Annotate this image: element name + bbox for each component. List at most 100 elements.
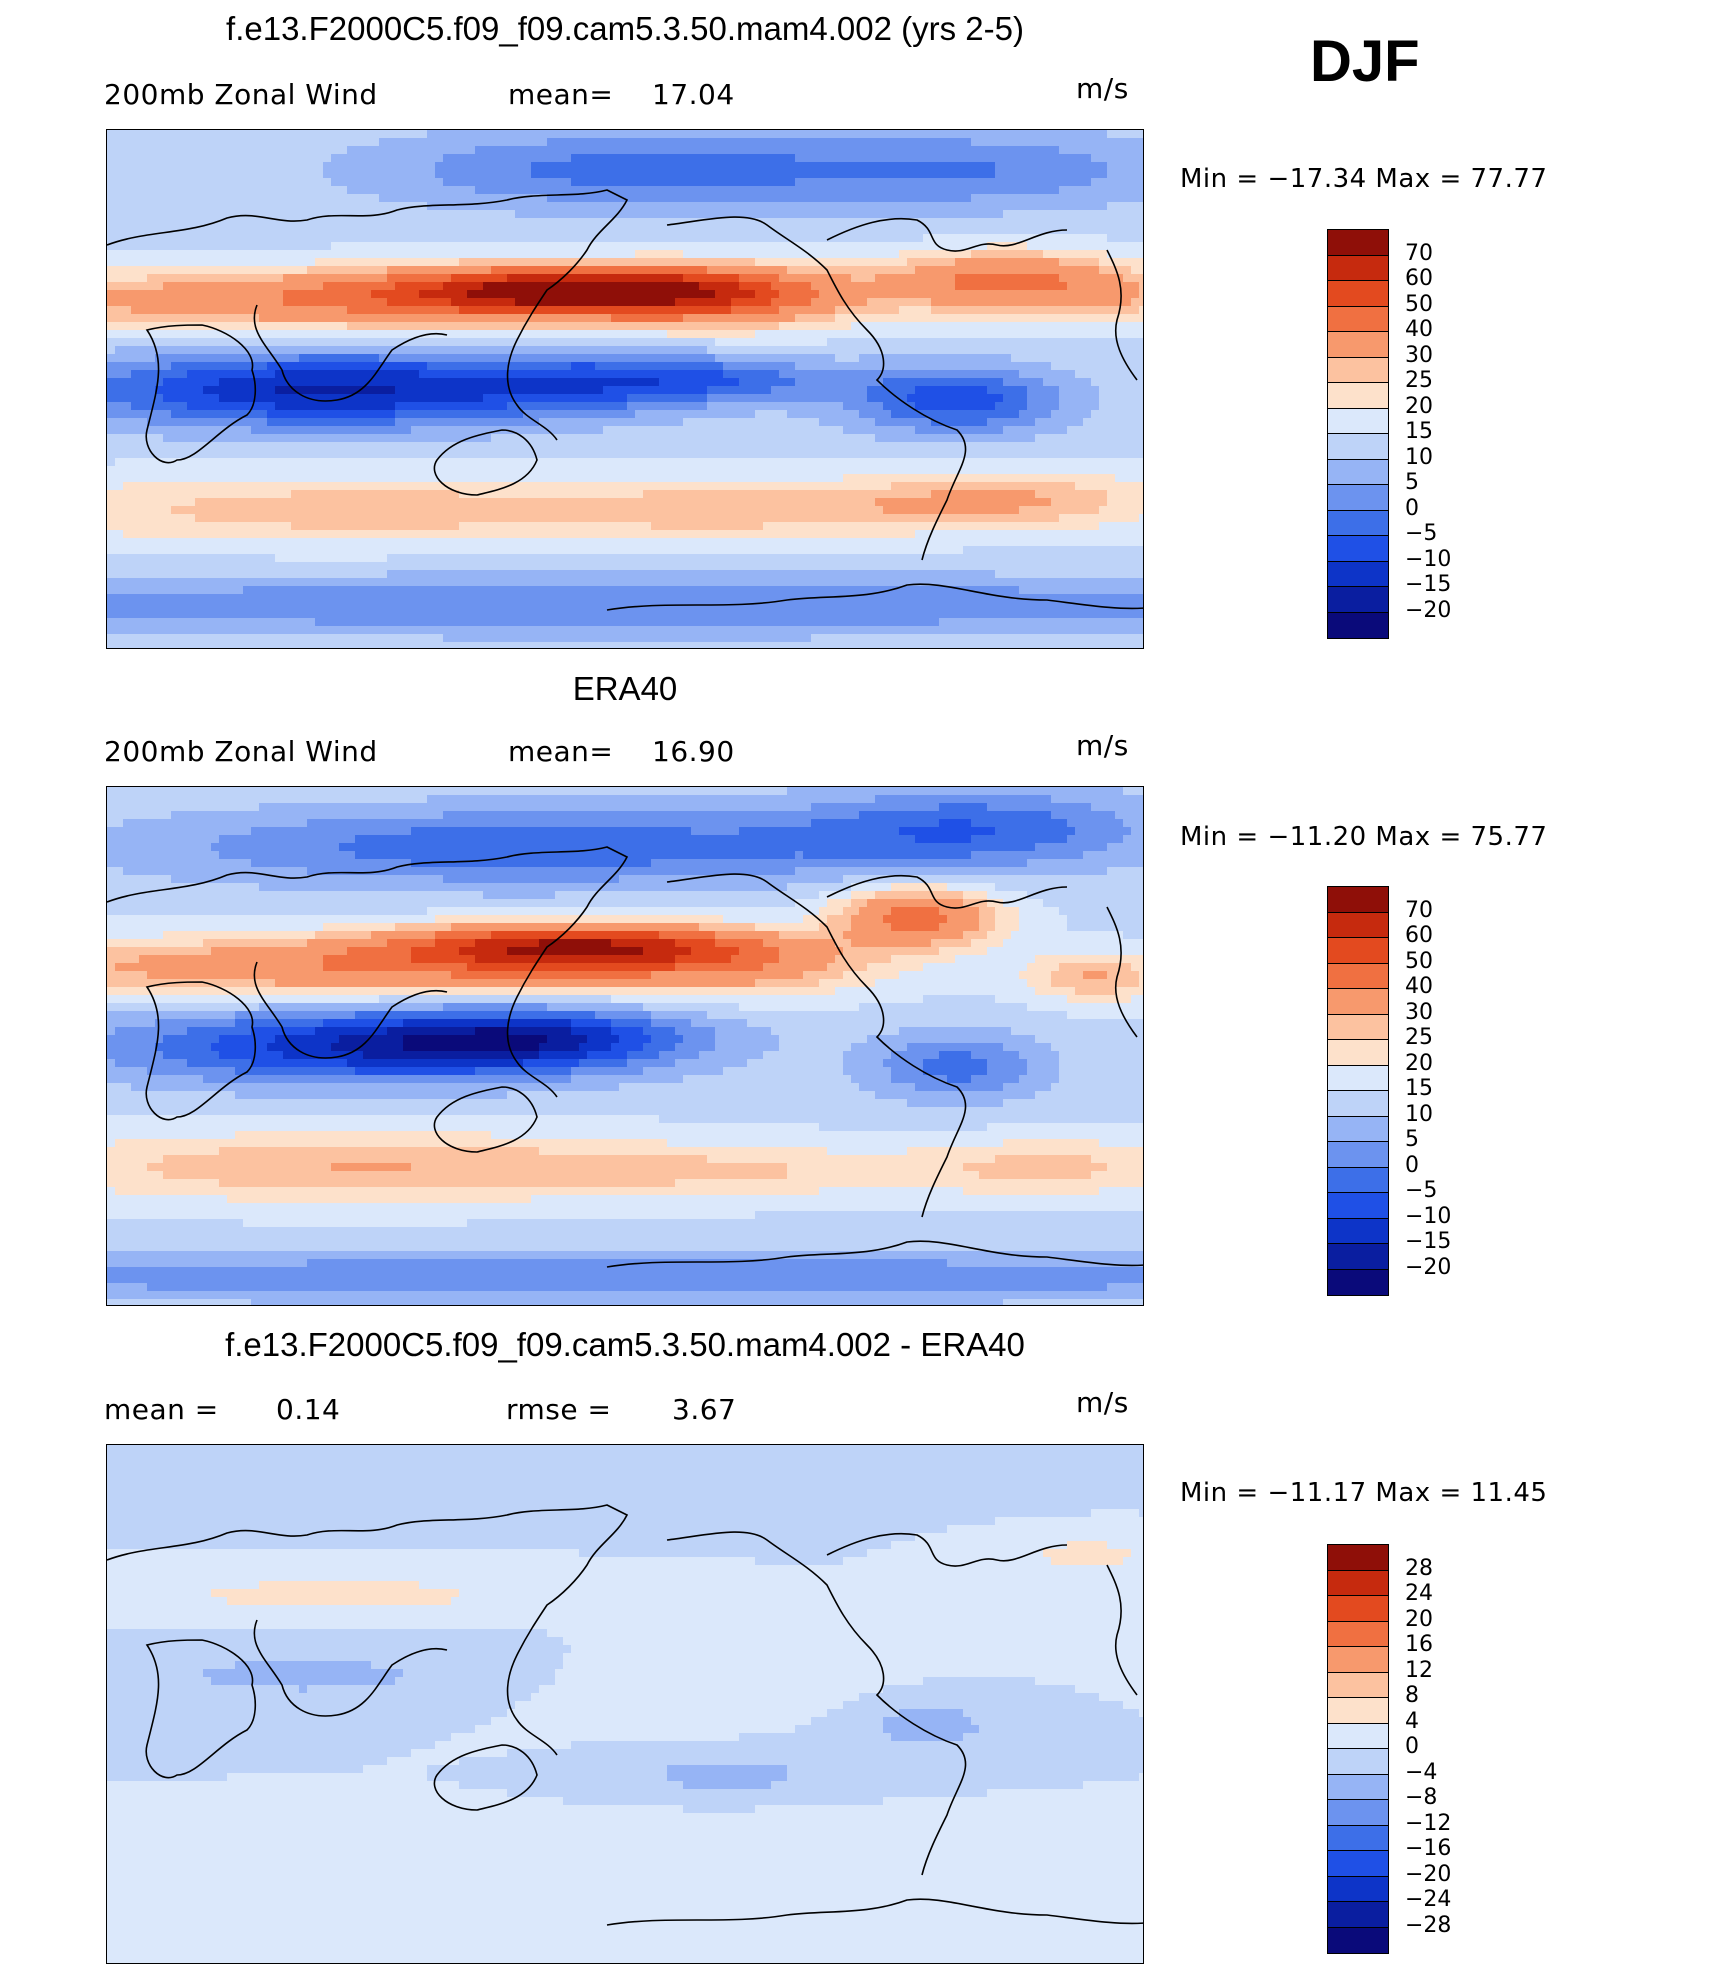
colorbar-tick-label: 5	[1405, 470, 1419, 495]
panel2-colorbar	[1327, 886, 1389, 1296]
colorbar-swatch	[1328, 1193, 1388, 1219]
coastline	[433, 429, 538, 496]
colorbar-tick-label: −4	[1405, 1760, 1437, 1785]
colorbar-tick-label: 40	[1405, 317, 1433, 342]
panel1-map-svg	[107, 130, 1143, 648]
colorbar-tick-label: 4	[1405, 1709, 1419, 1734]
colorbar-swatch	[1328, 561, 1388, 587]
colorbar-swatch	[1328, 536, 1388, 562]
colorbar-swatch	[1328, 1040, 1388, 1066]
panel2-title: ERA40	[0, 670, 1250, 708]
panel1-map	[106, 129, 1144, 649]
colorbar-tick-label: 60	[1405, 923, 1433, 948]
colorbar-tick-label: 12	[1405, 1658, 1433, 1683]
panel2-field	[107, 787, 1143, 1305]
colorbar-tick-label: 30	[1405, 1000, 1433, 1025]
colorbar-tick-label: 0	[1405, 496, 1419, 521]
colorbar-swatch	[1328, 963, 1388, 989]
panel3-map-svg	[107, 1445, 1143, 1963]
colorbar-tick-label: 15	[1405, 1076, 1433, 1101]
coastline	[666, 1531, 1068, 1876]
panel2-coastlines	[107, 846, 1143, 1268]
coastline	[666, 873, 1068, 1218]
colorbar-swatch	[1328, 434, 1388, 460]
colorbar-tick-label: 0	[1405, 1734, 1419, 1759]
coastline	[145, 981, 257, 1121]
coastline	[107, 1504, 629, 1756]
panel1-coastlines	[107, 189, 1143, 611]
colorbar-tick-label: 5	[1405, 1127, 1419, 1152]
colorbar-tick-label: 70	[1405, 241, 1433, 266]
panel3-coastlines	[107, 1504, 1143, 1926]
colorbar-tick-label: −28	[1405, 1913, 1451, 1938]
colorbar-tick-label: 10	[1405, 1102, 1433, 1127]
colorbar-swatch	[1328, 459, 1388, 485]
coastline	[606, 1898, 1143, 1926]
panel3-units: m/s	[1076, 1386, 1129, 1419]
panel3-mean-value: 0.14	[276, 1393, 340, 1426]
season-label: DJF	[1310, 28, 1420, 95]
colorbar-swatch	[1328, 1672, 1388, 1698]
panel2-map-svg	[107, 787, 1143, 1305]
colorbar-swatch	[1328, 1142, 1388, 1168]
colorbar-swatch	[1328, 1723, 1388, 1749]
panel3-colorbar	[1327, 1544, 1389, 1954]
coastline	[433, 1744, 538, 1811]
colorbar-tick-label: 16	[1405, 1632, 1433, 1657]
colorbar-swatch	[1328, 989, 1388, 1015]
colorbar-tick-label: 28	[1405, 1556, 1433, 1581]
colorbar-swatch	[1328, 1218, 1388, 1244]
colorbar-swatch	[1328, 485, 1388, 511]
colorbar-tick-label: 50	[1405, 949, 1433, 974]
colorbar-tick-label: 60	[1405, 266, 1433, 291]
coastline	[145, 1639, 257, 1779]
coastline	[433, 1086, 538, 1153]
colorbar-tick-label: −15	[1405, 1229, 1451, 1254]
colorbar-tick-label: 25	[1405, 368, 1433, 393]
colorbar-swatch	[1328, 1647, 1388, 1673]
colorbar-tick-label: −20	[1405, 1255, 1451, 1280]
colorbar-swatch	[1328, 1545, 1388, 1571]
colorbar-tick-label: 20	[1405, 1051, 1433, 1076]
colorbar-swatch	[1328, 938, 1388, 964]
colorbar-swatch	[1328, 510, 1388, 536]
colorbar-swatch	[1328, 357, 1388, 383]
coastline	[1106, 249, 1138, 381]
colorbar-swatch	[1328, 1244, 1388, 1270]
panel2-minmax: Min = −11.20 Max = 75.77	[1180, 822, 1547, 852]
colorbar-tick-label: 50	[1405, 292, 1433, 317]
coastline	[666, 216, 1068, 561]
colorbar-tick-label: −8	[1405, 1785, 1437, 1810]
panel1-units: m/s	[1076, 72, 1129, 105]
colorbar-swatch	[1328, 281, 1388, 307]
colorbar-tick-label: 40	[1405, 974, 1433, 999]
coastline	[145, 324, 257, 464]
colorbar-tick-label: −16	[1405, 1836, 1451, 1861]
panel3-map	[106, 1444, 1144, 1964]
colorbar-tick-label: 70	[1405, 898, 1433, 923]
panel2-map	[106, 786, 1144, 1306]
colorbar-swatch	[1328, 887, 1388, 913]
panel1-mean-label: mean=	[508, 78, 613, 111]
panel2-variable-label: 200mb Zonal Wind	[104, 735, 378, 768]
colorbar-swatch	[1328, 1749, 1388, 1775]
colorbar-tick-label: 15	[1405, 419, 1433, 444]
panel3-rmse-label: rmse =	[506, 1393, 611, 1426]
colorbar-swatch	[1328, 1800, 1388, 1826]
colorbar-tick-label: −5	[1405, 521, 1437, 546]
colorbar-tick-label: 25	[1405, 1025, 1433, 1050]
panel1-title: f.e13.F2000C5.f09_f09.cam5.3.50.mam4.002…	[0, 10, 1250, 48]
colorbar-swatch	[1328, 1116, 1388, 1142]
colorbar-swatch	[1328, 1570, 1388, 1596]
panel1-minmax: Min = −17.34 Max = 77.77	[1180, 164, 1547, 194]
colorbar-swatch	[1328, 1851, 1388, 1877]
panel2-mean-label: mean=	[508, 735, 613, 768]
colorbar-tick-label: −10	[1405, 547, 1451, 572]
colorbar-swatch	[1328, 1774, 1388, 1800]
colorbar-swatch	[1328, 587, 1388, 613]
coastline	[107, 189, 629, 441]
colorbar-swatch	[1328, 255, 1388, 281]
colorbar-swatch	[1328, 1269, 1388, 1295]
colorbar-tick-label: 20	[1405, 1607, 1433, 1632]
colorbar-tick-label: 10	[1405, 445, 1433, 470]
